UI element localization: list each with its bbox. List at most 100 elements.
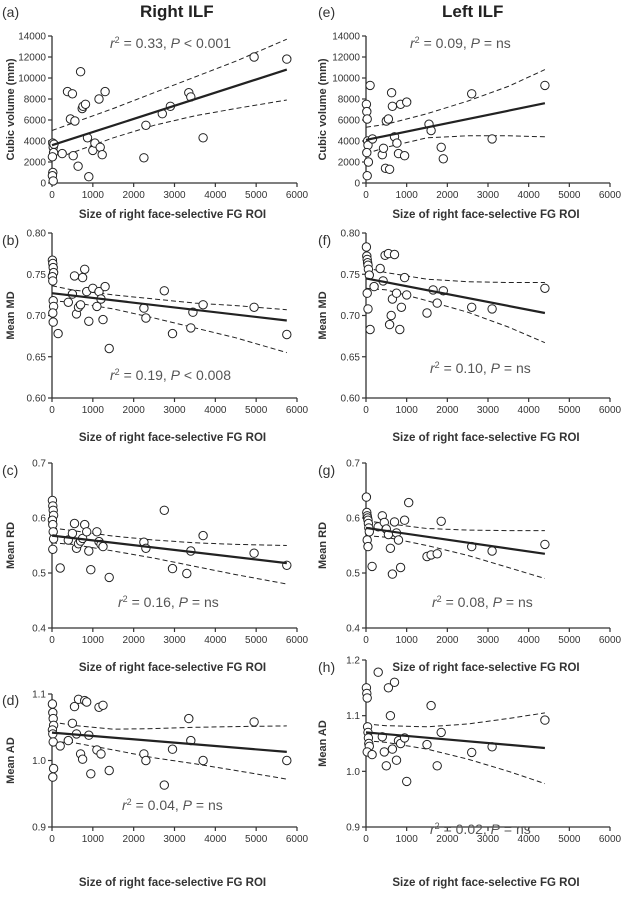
data-point [159,780,170,790]
x-tick-label: 4000 [518,635,541,646]
data-point [249,52,259,62]
data-point [381,761,391,771]
data-point [141,120,151,131]
y-tick-label: 0.80 [27,229,47,240]
data-point [367,561,377,572]
data-point [399,151,410,161]
data-point [198,755,208,766]
x-axis-label-a: Size of right face-selective FG ROI [79,209,266,221]
data-point [167,563,178,574]
x-tick-label: 2000 [436,834,459,845]
data-point [392,138,402,148]
panel-c: 0 1000 2000 3000 4000 5000 6000 0.4 0.5 0.6 0.7 (c)… [2,459,309,675]
data-point [47,699,58,709]
data-point [69,518,80,529]
y-tick-label: 1.0 [32,756,46,767]
data-point [104,765,114,776]
x-axis-label-g: Size of right face-selective FG ROI [392,662,579,674]
data-point [48,176,58,186]
data-point [80,99,91,110]
stat-annotation-c: r2 = 0.16, P = ns [118,594,219,610]
data-point [198,300,208,310]
data-point [467,747,477,758]
y-tick-label: 1.1 [346,711,360,722]
data-point [55,741,65,751]
data-point [375,263,385,274]
data-point [167,744,178,754]
stat-annotation-h: r2 = 0.02, P = ns [430,821,531,837]
data-point [84,316,94,326]
data-point [80,264,90,274]
data-point [391,755,402,765]
panel-label-d: (d) [2,692,19,708]
data-point [159,505,170,515]
data-point [396,302,407,312]
x-tick-label: 4000 [204,405,227,416]
data-point [104,572,114,583]
data-point [436,142,446,153]
fit-line-g [365,526,546,555]
data-point [389,249,400,260]
data-point [438,154,448,164]
y-tick-label: 0.65 [341,352,361,363]
x-tick-label: 1000 [396,834,419,845]
ci-upper-e [365,69,546,128]
y-tick-label: 12000 [18,53,46,64]
data-point [94,94,104,104]
data-point [386,310,396,321]
data-point [432,761,442,771]
data-point [48,317,58,327]
data-point [63,735,74,746]
y-axis-label-d: Mean AD [5,737,17,784]
x-tick-label: 1000 [396,190,419,201]
data-point [436,516,446,526]
data-point [487,546,497,556]
data-point [77,272,88,283]
x-tick-label: 6000 [286,834,309,845]
data-point [363,157,374,167]
data-point [139,153,149,163]
y-tick-label: 1.1 [32,690,46,701]
panel-label-h: (h) [318,659,335,675]
y-axis-label-b: Mean MD [5,291,17,339]
data-point [373,667,383,677]
data-point [92,527,102,537]
data-point [48,772,58,782]
data-point [467,302,477,312]
x-tick-label: 2000 [436,190,459,201]
panel-label-b: (b) [2,232,19,248]
data-point [363,541,373,552]
data-point [249,717,259,727]
x-tick-label: 2000 [436,635,459,646]
x-tick-label: 4000 [518,190,541,201]
data-point [395,324,405,335]
x-tick-label: 4000 [204,190,227,201]
y-tick-label: 0.75 [27,270,47,281]
y-axis-label-e: Cubic volume (mm) [317,58,329,160]
data-point [141,755,151,766]
data-point [402,776,412,787]
stat-annotation-g: r2 = 0.08, P = ns [432,594,533,610]
data-point [391,288,402,298]
y-tick-label: 0.65 [27,352,47,363]
x-tick-label: 6000 [599,834,622,845]
data-point [386,88,397,98]
y-tick-label: 10000 [332,74,360,85]
x-tick-label: 5000 [245,635,268,646]
y-tick-label: 0.5 [32,569,46,580]
x-tick-label: 5000 [245,405,268,416]
y-tick-label: 8000 [24,95,47,106]
ci-upper-a [51,38,287,131]
data-point [378,143,389,154]
x-tick-label: 1000 [82,635,105,646]
data-point [385,543,396,553]
data-point [55,563,65,573]
data-point [487,134,497,144]
data-point [362,114,372,124]
data-point [86,769,96,779]
x-tick-label: 6000 [286,635,309,646]
data-point [387,569,398,579]
panel-f: 0 1000 2000 3000 4000 5000 6000 0.60 0.65 0.70 0.7… [317,229,622,445]
data-point [48,737,58,747]
